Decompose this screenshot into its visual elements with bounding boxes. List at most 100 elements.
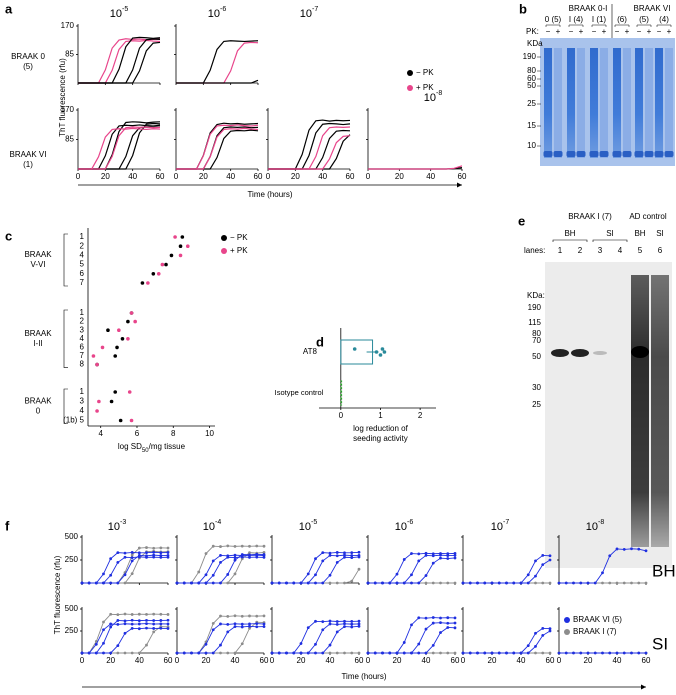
data-point	[321, 581, 325, 585]
data-point	[541, 563, 545, 566]
data-point	[314, 642, 317, 646]
curve	[82, 627, 169, 654]
data-point	[226, 555, 230, 559]
x-tick-label: 20	[488, 656, 497, 665]
data-point	[644, 651, 648, 655]
gel-lane	[635, 48, 643, 158]
header-base: 10	[208, 8, 220, 20]
x-tick-label: 40	[231, 656, 240, 665]
data-point	[166, 618, 170, 622]
header-base: 10	[108, 521, 120, 533]
data-point	[601, 571, 604, 575]
data-point	[160, 262, 165, 267]
panel-label: e	[518, 213, 525, 228]
legend-marker	[407, 85, 413, 91]
blot-band	[551, 349, 569, 357]
data-point	[211, 581, 215, 585]
data-point	[115, 345, 119, 350]
data-point	[306, 581, 310, 585]
label-part: log SD	[118, 442, 142, 451]
data-point	[159, 551, 163, 555]
curve	[176, 124, 259, 170]
data-point	[166, 546, 170, 550]
data-point	[357, 555, 361, 559]
group-label: BRAAK 0-I	[569, 4, 608, 13]
marker-label: 30	[532, 383, 541, 392]
curve	[176, 41, 259, 84]
gel-lane	[645, 48, 653, 158]
y-axis-label: ThT fluorescence (rfu)	[53, 555, 62, 634]
curve	[368, 552, 456, 584]
data-point	[519, 581, 523, 585]
dilution-header: 10-8	[424, 90, 443, 104]
x-tick-label: 60	[254, 172, 263, 181]
x-tick-label: 60	[451, 656, 460, 665]
x-tick-label: 60	[164, 656, 173, 665]
data-point	[453, 551, 457, 555]
data-point	[211, 622, 215, 625]
header-exponent: -6	[407, 519, 413, 526]
data-point	[431, 616, 435, 619]
data-point	[159, 546, 163, 550]
data-point	[240, 642, 244, 646]
data-point	[350, 620, 354, 623]
lane-number: 5	[638, 246, 643, 255]
data-point	[321, 559, 325, 563]
data-point	[446, 581, 450, 585]
data-point	[106, 328, 110, 333]
data-point	[439, 631, 442, 634]
curve	[368, 557, 456, 584]
data-point	[366, 581, 370, 585]
data-point	[446, 554, 450, 557]
x-tick-label: 20	[393, 656, 402, 665]
x-tick-label: 40	[422, 656, 431, 665]
data-point	[476, 581, 479, 585]
data-point	[541, 626, 545, 630]
data-point	[137, 612, 141, 616]
data-point	[137, 622, 141, 626]
data-point	[277, 581, 281, 585]
curve	[463, 554, 551, 584]
data-point	[211, 573, 215, 577]
data-point	[145, 612, 148, 616]
data-point	[534, 559, 537, 563]
data-point	[417, 642, 421, 646]
curve	[368, 627, 456, 654]
x-tick-label: 40	[426, 172, 435, 181]
data-point	[130, 556, 134, 560]
marker-label: 115	[528, 318, 541, 327]
data-point	[357, 619, 361, 623]
data-point	[622, 548, 626, 551]
y-axis-label: ThT fluorescence (rfu)	[58, 58, 67, 137]
marker-label: 190	[528, 303, 542, 312]
data-point	[548, 651, 552, 655]
data-point	[483, 581, 487, 585]
data-point	[431, 552, 435, 556]
gel-lane	[655, 48, 663, 158]
row-label: (5)	[23, 62, 33, 71]
gel-band	[553, 151, 563, 157]
data-point	[226, 651, 230, 655]
data-point	[226, 630, 230, 634]
legend-marker	[221, 248, 227, 254]
curve	[176, 126, 259, 170]
data-point	[410, 552, 413, 555]
data-point	[109, 651, 113, 655]
data-point	[156, 272, 161, 276]
header-exponent: -8	[598, 519, 604, 526]
data-point	[175, 581, 179, 585]
data-point	[262, 556, 266, 559]
curve	[368, 554, 456, 584]
row-label: 1	[80, 308, 85, 317]
gel-lane	[600, 48, 608, 158]
lane-bracket	[614, 24, 630, 27]
x-tick-label: 20	[291, 172, 300, 181]
data-point	[476, 651, 479, 655]
curve	[176, 40, 259, 84]
curve	[78, 36, 161, 84]
data-point	[204, 573, 208, 577]
group-label: BRAAK VI	[634, 4, 671, 13]
category-label: AT8	[303, 347, 318, 356]
data-point	[357, 550, 361, 554]
group-label: BRAAK I (7)	[568, 212, 612, 221]
